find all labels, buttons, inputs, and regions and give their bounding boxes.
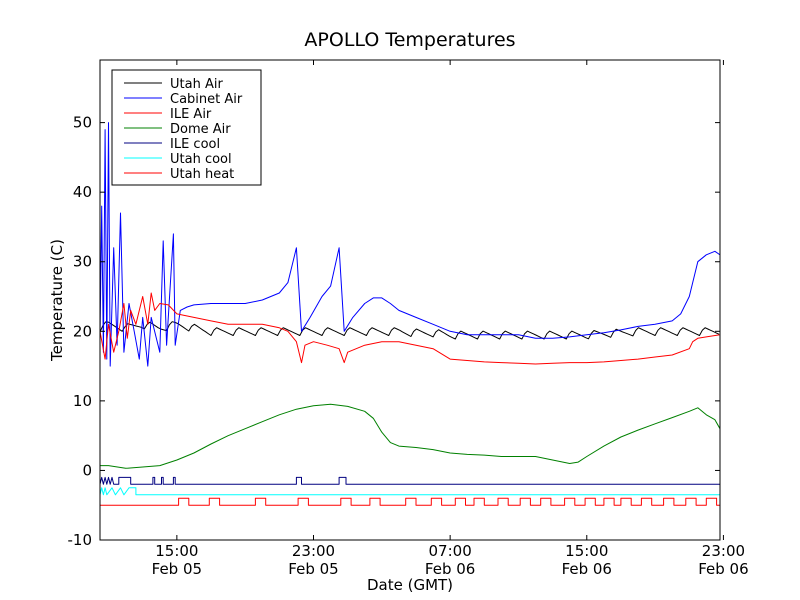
series-line-ile-cool <box>100 476 720 485</box>
y-tick-label: 50 <box>73 114 92 132</box>
x-tick-date-label: Feb 06 <box>425 560 475 578</box>
y-tick-label: 40 <box>73 183 92 201</box>
legend-label-ile-air: ILE Air <box>170 107 212 122</box>
x-tick-time-label: 23:00 <box>702 542 745 560</box>
plot-area <box>100 122 720 506</box>
x-tick-time-label: 15:00 <box>155 542 198 560</box>
series-line-utah-heat <box>100 497 720 506</box>
x-tick-date-label: Feb 06 <box>562 560 612 578</box>
legend-label-ile-cool: ILE cool <box>170 137 220 152</box>
series-line-utah-air <box>100 321 720 340</box>
series-line-dome-air <box>100 403 720 469</box>
y-axis-label: Temperature (C) <box>48 239 66 362</box>
x-tick-time-label: 23:00 <box>292 542 335 560</box>
y-tick-label: 0 <box>82 461 92 479</box>
x-tick-date-label: Feb 05 <box>288 560 338 578</box>
plot-frame <box>99 59 721 541</box>
x-tick-time-label: 15:00 <box>565 542 608 560</box>
chart-title: APOLLO Temperatures <box>304 29 515 51</box>
x-tick-date-label: Feb 05 <box>152 560 202 578</box>
series-line-ile-air <box>100 292 720 365</box>
y-tick-label: -10 <box>68 531 93 549</box>
legend-label-utah-heat: Utah heat <box>170 167 234 182</box>
series-line-utah-cool <box>100 487 720 496</box>
legend-label-utah-air: Utah Air <box>170 77 223 92</box>
y-tick-label: 10 <box>73 392 92 410</box>
x-axis-label: Date (GMT) <box>367 576 453 594</box>
legend-label-cabinet-air: Cabinet Air <box>170 92 243 107</box>
series-line-cabinet-air <box>100 122 720 367</box>
x-tick-date-label: Feb 06 <box>698 560 748 578</box>
legend-label-dome-air: Dome Air <box>170 122 231 137</box>
y-tick-label: 30 <box>73 253 92 271</box>
legend-label-utah-cool: Utah cool <box>170 152 232 167</box>
y-tick-label: 20 <box>73 322 92 340</box>
x-tick-time-label: 07:00 <box>429 542 472 560</box>
